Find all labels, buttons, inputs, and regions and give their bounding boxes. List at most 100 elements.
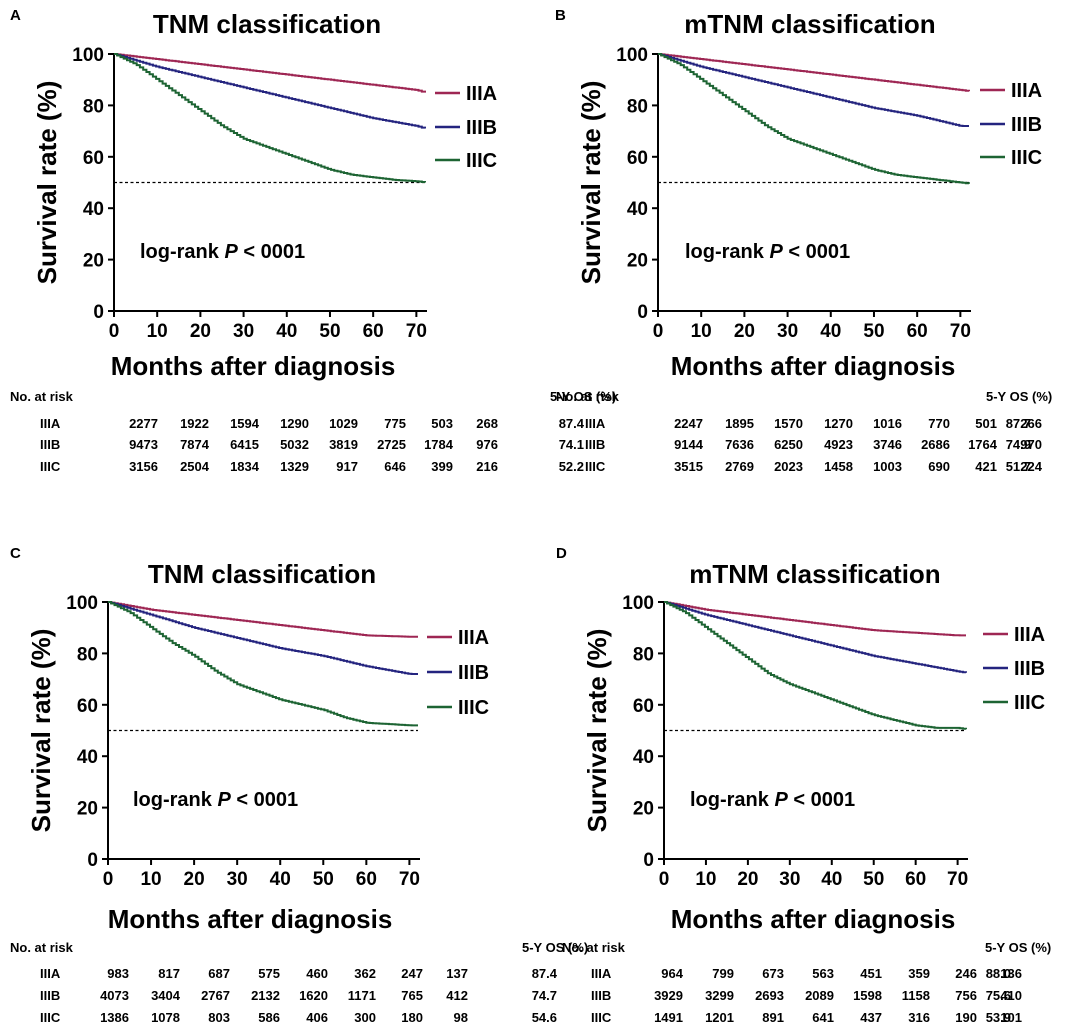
os-value: 74.7: [532, 988, 557, 1003]
risk-row-label: IIIB: [40, 988, 60, 1003]
risk-cell: 3819: [329, 437, 358, 452]
y-tick-label: 0: [643, 850, 654, 871]
risk-row-label: IIIA: [585, 416, 606, 431]
annotation-suffix: < 0001: [238, 241, 305, 263]
legend-label-iiia: IIIA: [1014, 624, 1045, 646]
y-tick-label: 80: [627, 96, 648, 117]
risk-cell: 799: [712, 966, 734, 981]
curve-iiia: [658, 53, 970, 92]
x-axis-label: Months after diagnosis: [671, 904, 956, 934]
risk-cell: 412: [446, 988, 468, 1003]
risk-cell: 646: [384, 459, 406, 474]
y-tick-label: 100: [72, 45, 104, 66]
risk-cell: 3299: [705, 988, 734, 1003]
x-tick-label: 40: [820, 321, 841, 342]
panel-a: A TNM classification 0 20 40 60 80 100 0 10 20 30 40…: [10, 7, 616, 474]
risk-cell: 1922: [180, 416, 209, 431]
x-axis-label: Months after diagnosis: [671, 351, 956, 381]
curve-iiib: [108, 601, 418, 675]
legend-label-iiib: IIIB: [466, 117, 497, 139]
x-axis-label: Months after diagnosis: [111, 351, 396, 381]
risk-table-header: No. at risk: [556, 389, 620, 404]
os-value: 87.7: [1006, 416, 1031, 431]
legend-label-iiia: IIIA: [1011, 80, 1042, 102]
risk-cell: 563: [812, 966, 834, 981]
risk-cell: 190: [955, 1010, 977, 1025]
risk-cell: 983: [107, 966, 129, 981]
risk-cell: 1003: [873, 459, 902, 474]
risk-cell: 1171: [348, 988, 376, 1003]
os-header: 5-Y OS (%): [550, 389, 616, 404]
os-value: 51.7: [1006, 459, 1031, 474]
risk-cell: 7636: [725, 437, 754, 452]
risk-row-label: IIIC: [40, 459, 61, 474]
y-tick-label: 40: [627, 199, 648, 220]
risk-cell: 1895: [725, 416, 754, 431]
risk-row-label: IIIB: [40, 437, 60, 452]
os-header: 5-Y OS (%): [985, 940, 1051, 955]
x-tick-label: 40: [276, 321, 297, 342]
legend-label-iiic: IIIC: [1014, 692, 1045, 714]
x-tick-label: 30: [779, 869, 800, 890]
risk-cell: 5032: [280, 437, 309, 452]
y-tick-label: 40: [83, 199, 104, 220]
y-tick-label: 0: [93, 302, 104, 323]
risk-cell: 1016: [873, 416, 902, 431]
y-axis-label: Survival rate (%): [582, 629, 612, 833]
x-tick-label: 70: [950, 321, 971, 342]
x-tick-label: 70: [947, 869, 968, 890]
curve-iiib: [658, 53, 969, 127]
risk-cell: 690: [928, 459, 950, 474]
risk-cell: 137: [446, 966, 468, 981]
x-tick-label: 0: [103, 869, 114, 890]
x-tick-label: 20: [734, 321, 755, 342]
panel-letter: C: [10, 545, 21, 562]
annotation-p: P: [769, 241, 783, 263]
risk-cell: 891: [762, 1010, 784, 1025]
x-tick-label: 40: [821, 869, 842, 890]
risk-cell: 3404: [151, 988, 181, 1003]
legend-label-iiib: IIIB: [1014, 658, 1045, 680]
risk-cell: 136: [1000, 966, 1022, 981]
annotation-p: P: [224, 241, 238, 263]
risk-cell: 575: [258, 966, 280, 981]
risk-cell: 6415: [230, 437, 259, 452]
risk-cell: 2089: [805, 988, 834, 1003]
risk-table-header: No. at risk: [562, 940, 626, 955]
annotation-suffix: < 0001: [783, 241, 850, 263]
os-header: 5-Y OS (%): [522, 940, 588, 955]
risk-cell: 501: [975, 416, 997, 431]
risk-cell: 586: [258, 1010, 280, 1025]
risk-cell: 460: [306, 966, 328, 981]
risk-table-header: No. at risk: [10, 389, 74, 404]
risk-cell: 4923: [824, 437, 853, 452]
risk-cell: 2247: [674, 416, 703, 431]
risk-cell: 2132: [251, 988, 280, 1003]
os-value: 88.0: [986, 966, 1011, 981]
risk-cell: 300: [354, 1010, 376, 1025]
x-tick-label: 10: [140, 869, 161, 890]
x-tick-label: 60: [905, 869, 926, 890]
risk-cell: 1834: [230, 459, 260, 474]
risk-cell: 775: [384, 416, 406, 431]
y-tick-label: 20: [633, 799, 654, 820]
risk-cell: 1329: [280, 459, 309, 474]
chart-title: TNM classification: [153, 9, 381, 39]
annotation-prefix: log-rank: [140, 241, 224, 263]
risk-row-label: IIIC: [585, 459, 606, 474]
risk-cell: 1386: [100, 1010, 129, 1025]
os-value: 53.9: [986, 1010, 1011, 1025]
curve-iiia: [108, 601, 418, 638]
risk-table-header: No. at risk: [10, 940, 74, 955]
risk-cell: 421: [975, 459, 997, 474]
curve-iiib: [664, 601, 967, 674]
risk-cell: 410: [1000, 988, 1022, 1003]
risk-cell: 964: [661, 966, 683, 981]
risk-row-label: IIIA: [591, 966, 612, 981]
x-tick-label: 60: [363, 321, 384, 342]
risk-cell: 399: [431, 459, 453, 474]
risk-cell: 437: [860, 1010, 882, 1025]
curve-iiib: [114, 53, 426, 129]
